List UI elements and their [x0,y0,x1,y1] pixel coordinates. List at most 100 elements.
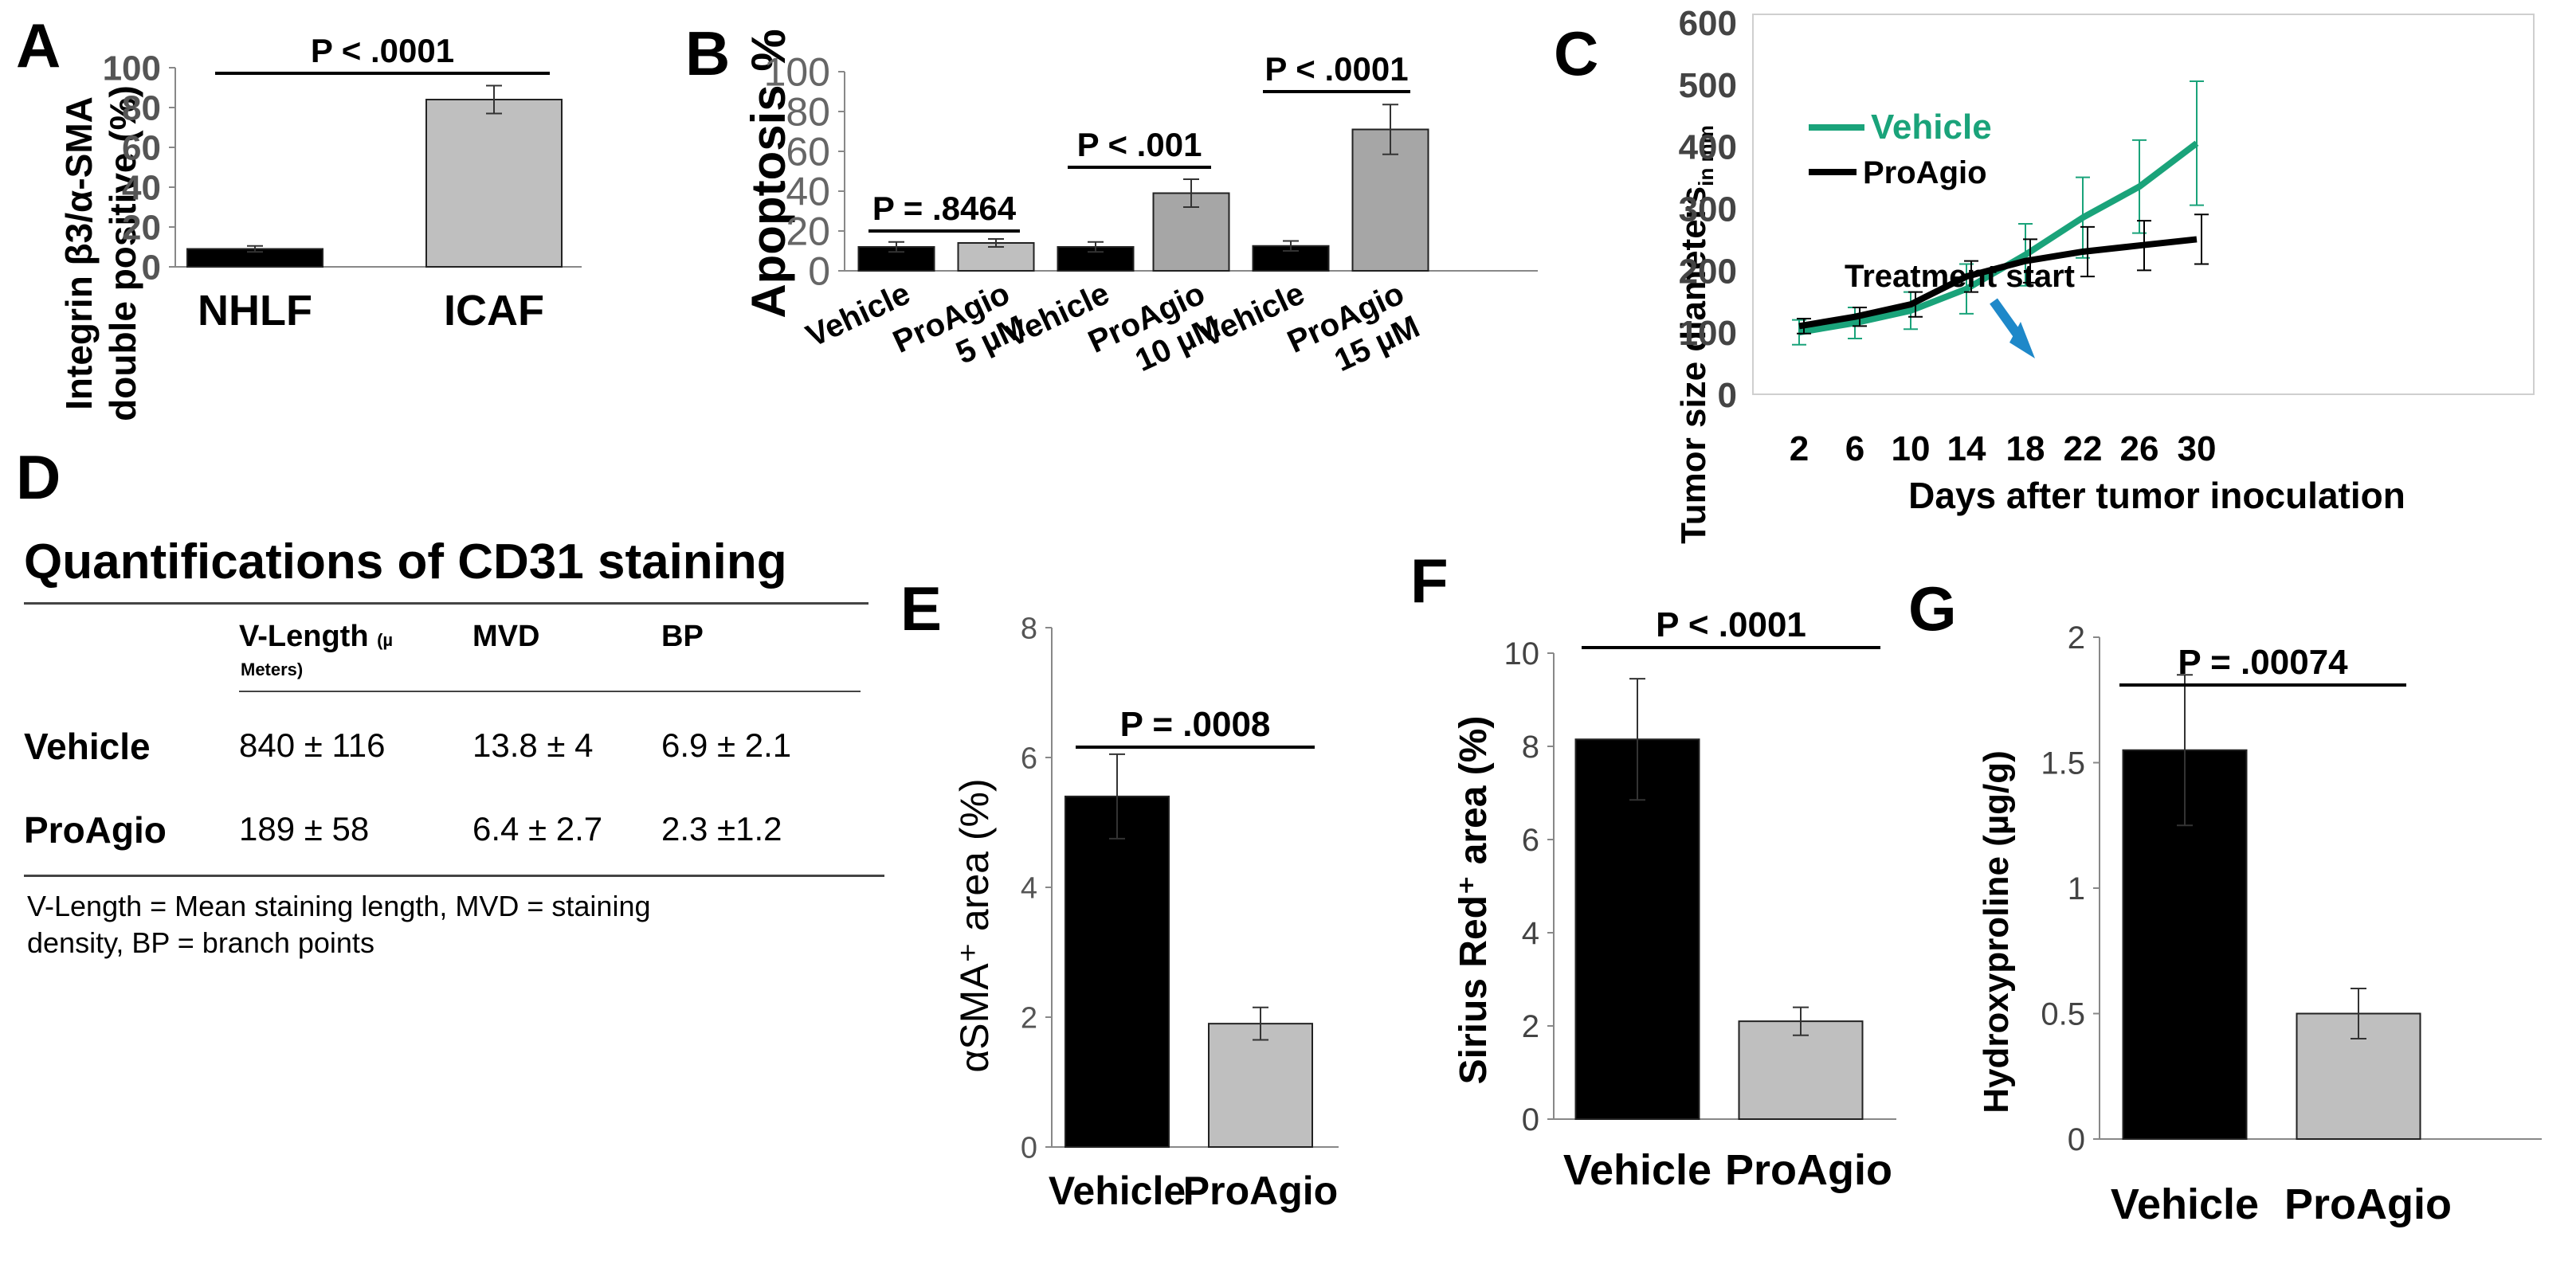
f-ytick-label: 4 [1522,916,1539,951]
f-ytick-label: 8 [1522,730,1539,765]
row-label-vehicle: Vehicle [24,726,151,767]
panel-label-a: A [16,10,61,80]
e-category-label: ProAgio [1183,1169,1338,1213]
b-ytick-label: 20 [786,209,830,254]
panel-label-f: F [1410,546,1449,616]
g-category-label: ProAgio [2284,1180,2452,1228]
f-pvalue-text: P < .0001 [1656,605,1806,644]
c-ytick-label: 500 [1679,66,1737,105]
col-vlength-label: V-Length [239,620,369,653]
a-pvalue-text: P < .0001 [311,32,454,69]
c-ytick-label: 100 [1679,314,1737,353]
c-treatment-arrow-head [2009,322,2035,358]
chart-a-ylabel-2: double positive (%) [102,85,143,421]
c-xtick-label: 22 [2064,429,2103,468]
cell-proagio-bp: 2.3 ±1.2 [661,810,782,848]
g-ytick-label: 1 [2068,871,2085,906]
c-xtick-label: 10 [1892,429,1931,468]
chart-c: Tumor size diametersin mm Days after tum… [1674,4,2535,544]
e-ytick-label: 8 [1021,612,1037,645]
chart-c-ylabel-sub: in mm [1694,125,1718,186]
panel-label-g: G [1908,573,1957,644]
g-category-label: Vehicle [2111,1180,2259,1228]
c-ytick-label: 600 [1679,4,1737,43]
e-ytick-label: 0 [1021,1131,1037,1165]
b-category-label: ProAgio15 µM [1282,276,1425,393]
c-series-line [1798,236,2198,330]
chart-a: Integrin β3/α-SMA double positive (%) 02… [58,32,582,421]
b-ytick-label: 40 [786,170,830,214]
cell-vehicle-bp: 6.9 ± 2.1 [661,726,792,764]
chart-f: Sirius Red⁺ area (%) 0 2 4 6 8 10 Vehicle ProAg… [1453,605,1896,1194]
panel-label-b: B [685,18,731,88]
c-treatment-start-label: Treatment start [1845,259,2075,294]
a-category-label: ICAF [444,287,544,335]
chart-a-ylabel-1: Integrin β3/α-SMA [58,96,100,410]
e-ytick-label: 2 [1021,1001,1037,1035]
c-xtick-label: 30 [2178,429,2217,468]
b-pvalue-3-text: P < .0001 [1264,50,1408,88]
cell-vehicle-mvd: 13.8 ± 4 [472,726,594,764]
c-ytick-label: 400 [1679,128,1737,167]
c-xtick-label: 14 [1947,429,1986,468]
chart-c-ylabel: Tumor size diametersin mm [1674,125,1718,544]
table-top-rule [24,602,868,605]
panel-label-d: D [16,442,61,512]
e-bar [1208,1023,1313,1149]
c-xtick-label: 26 [2120,429,2159,468]
panel-label-c: C [1554,18,1599,88]
g-ytick-label: 1.5 [2041,746,2085,781]
f-ytick-label: 2 [1522,1009,1539,1044]
table-bottom-rule [24,875,884,877]
b-ytick-label: 80 [786,90,830,135]
chart-g-ylabel: Hydroxyproline (µg/g) [1977,750,2016,1114]
a-ytick-label: 20 [122,208,161,247]
f-ytick-label: 10 [1504,636,1540,671]
f-category-label: ProAgio [1725,1146,1892,1194]
c-xtick-label: 18 [2006,429,2045,468]
table-footnote: V-Length = Mean staining length, MVD = s… [27,888,888,961]
f-bar [1574,738,1700,1120]
g-ytick-label: 0 [2068,1122,2085,1157]
footnote-line-1: V-Length = Mean staining length, MVD = s… [27,890,651,922]
chart-b: Apoptosis % 020406080100VehicleProAgio5 … [742,29,1538,393]
c-plot-frame [1752,14,2535,395]
col-header-vlength: V-Length (µ [239,620,393,654]
b-ytick-label: 0 [808,249,830,294]
c-legend-proagio: ProAgio [1863,155,1987,190]
a-ytick-label: 60 [122,128,161,167]
c-treatment-arrow-shaft [1990,298,2021,338]
e-bar [1065,795,1170,1148]
a-ytick-label: 40 [122,168,161,207]
g-ytick-label: 2 [2068,620,2085,656]
e-ytick-label: 6 [1021,742,1037,775]
a-ytick-label: 80 [122,88,161,127]
row-label-proagio: ProAgio [24,809,167,851]
a-ytick-label: 0 [142,248,161,287]
col-vlength-unit: (µ [377,630,394,650]
b-ytick-label: 100 [764,50,830,95]
e-category-label: Vehicle [1049,1169,1186,1213]
a-category-label: NHLF [198,287,312,335]
c-xtick-label: 6 [1845,429,1864,468]
col-vlength-unit-2: Meters) [241,660,304,679]
c-ytick-label: 0 [1718,376,1737,415]
chart-c-xlabel: Days after tumor inoculation [1908,475,2405,516]
c-ytick-label: 200 [1679,252,1737,291]
b-pvalue-2-text: P < .001 [1077,126,1202,163]
a-ytick-label: 100 [103,49,161,88]
panel-label-e: E [900,573,943,644]
c-legend-vehicle: Vehicle [1871,108,1992,147]
f-category-label: Vehicle [1563,1146,1711,1194]
chart-f-ylabel: Sirius Red⁺ area (%) [1453,716,1495,1085]
f-ytick-label: 0 [1522,1102,1539,1137]
cell-proagio-vlength: 189 ± 58 [239,810,370,848]
g-pvalue-text: P = .00074 [2178,643,2348,682]
f-ytick-label: 6 [1522,823,1539,858]
chart-e-ylabel: αSMA⁺ area (%) [952,778,997,1072]
footnote-line-2: density, BP = branch points [27,926,374,959]
chart-g: Hydroxyproline (µg/g) 0 0.5 1 1.5 2 Vehicle Pr… [1977,620,2542,1228]
table-header-rule [239,691,861,692]
b-pvalue-1-text: P = .8464 [872,190,1017,227]
col-header-mvd: MVD [472,620,540,653]
